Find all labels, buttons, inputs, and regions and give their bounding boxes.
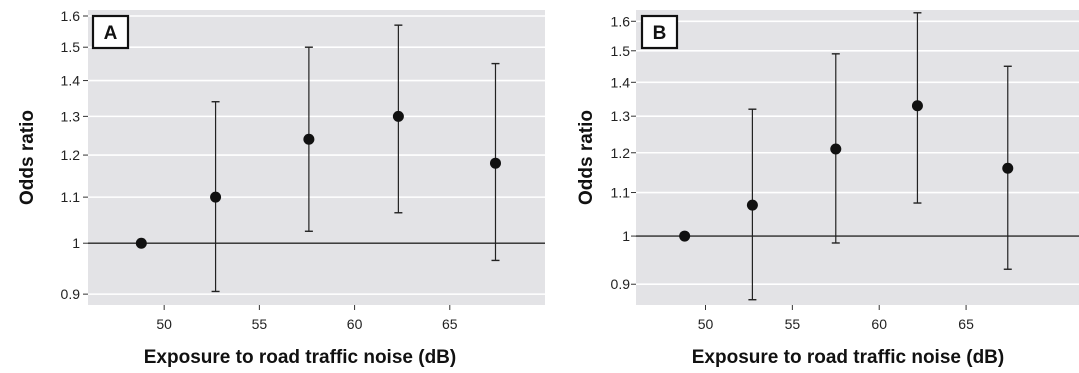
y-tick-label: 0.9 — [611, 276, 631, 292]
x-tick-label: 65 — [442, 316, 458, 332]
y-tick-label: 1.3 — [611, 108, 631, 124]
plot-area — [88, 10, 545, 305]
data-point — [830, 143, 842, 155]
y-tick-label: 1.2 — [611, 145, 631, 161]
y-axis-title: Odds ratio — [17, 110, 38, 205]
plot-area — [636, 10, 1079, 305]
data-point — [210, 191, 222, 203]
data-point — [911, 100, 923, 112]
y-tick-label: 1.5 — [611, 43, 631, 59]
data-point — [1002, 162, 1014, 174]
panel-b: 0.9 1 1.1 1.2 1.3 1.4 1.5 1.6 50 55 60 65 B Exposure … — [576, 10, 1079, 368]
y-tick-label: 1.1 — [611, 185, 631, 201]
x-axis-title: Exposure to road traffic noise (dB) — [144, 347, 456, 368]
data-point — [746, 199, 758, 211]
y-tick-label: 1.4 — [61, 73, 81, 89]
y-tick-label: 1.4 — [611, 74, 631, 90]
x-tick-label: 60 — [871, 316, 887, 332]
x-tick-label: 55 — [252, 316, 268, 332]
x-tick-label: 65 — [958, 316, 974, 332]
y-tick-label: 1.1 — [61, 189, 81, 205]
panel-label-box — [640, 14, 679, 50]
y-tick-label: 1.5 — [61, 39, 81, 55]
x-tick-label: 50 — [156, 316, 172, 332]
y-tick-label: 1.2 — [61, 147, 81, 163]
x-tick-label: 60 — [347, 316, 363, 332]
x-tick-label: 50 — [698, 316, 714, 332]
y-axis-title: Odds ratio — [576, 110, 597, 205]
data-point — [679, 230, 691, 242]
data-point — [303, 133, 315, 145]
y-tick-label: 1.6 — [61, 8, 81, 24]
x-axis-title: Exposure to road traffic noise (dB) — [692, 347, 1004, 368]
panel-a: 0.9 1 1.1 1.2 1.3 1.4 1.5 1.6 50 55 60 65 A Exposure … — [17, 8, 545, 368]
panel-label: B — [653, 23, 667, 44]
x-tick-label: 55 — [785, 316, 801, 332]
y-tick-label: 1.6 — [611, 13, 631, 29]
y-tick-label: 1 — [622, 228, 630, 244]
data-point — [489, 157, 501, 169]
panel-label: A — [104, 23, 118, 44]
panel-label-box — [91, 14, 130, 50]
y-tick-label: 0.9 — [61, 286, 81, 302]
y-tick-label: 1.3 — [61, 108, 81, 124]
data-point — [135, 237, 147, 249]
y-tick-label: 1 — [72, 235, 80, 251]
data-point — [392, 110, 404, 122]
